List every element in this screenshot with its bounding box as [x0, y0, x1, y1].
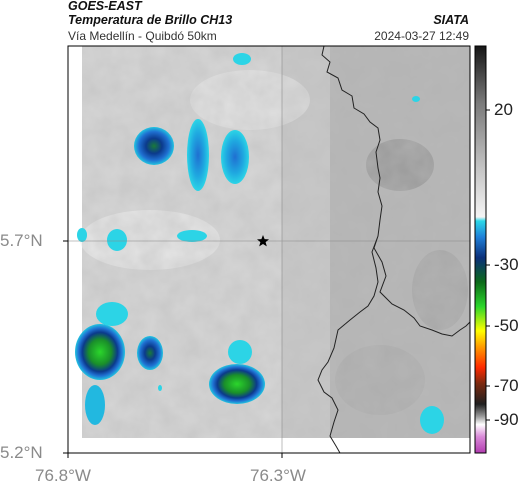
map-frame [67, 45, 471, 454]
colorbar-tick-label: -90 [494, 410, 519, 429]
colorbar-tick-label: -70 [494, 376, 519, 395]
colorbar-tick-label: -30 [494, 255, 519, 274]
brightness-temperature-raster [68, 46, 470, 453]
satellite-label: GOES-EAST [68, 0, 142, 13]
star-marker [257, 235, 269, 247]
agency-label: SIATA [433, 13, 469, 27]
product-title: Temperatura de Brillo CH13 [68, 13, 233, 27]
y-tick-label: 5.2°N [0, 443, 43, 462]
colorbar [474, 45, 487, 454]
x-tick-label: 76.8°W [35, 466, 91, 485]
department-boundary [317, 46, 470, 453]
cloud-cluster-center [77, 228, 207, 251]
colorbar-tick-label: 20 [494, 100, 513, 119]
axis-ticks [63, 240, 283, 458]
x-tick-label: 76.3°W [250, 466, 306, 485]
region-subtitle: Vía Medellín - Quibdó 50km [68, 29, 217, 43]
timestamp-label: 2024-03-27 12:49 [374, 29, 469, 43]
cloud-cluster-south [75, 302, 444, 434]
colorbar-tick-label: -50 [494, 316, 519, 335]
cloud-cluster-north [134, 53, 420, 191]
y-tick-label: 5.7°N [0, 231, 43, 250]
colorbar-ticks [486, 109, 490, 421]
lat-lon-gridlines [68, 46, 470, 453]
